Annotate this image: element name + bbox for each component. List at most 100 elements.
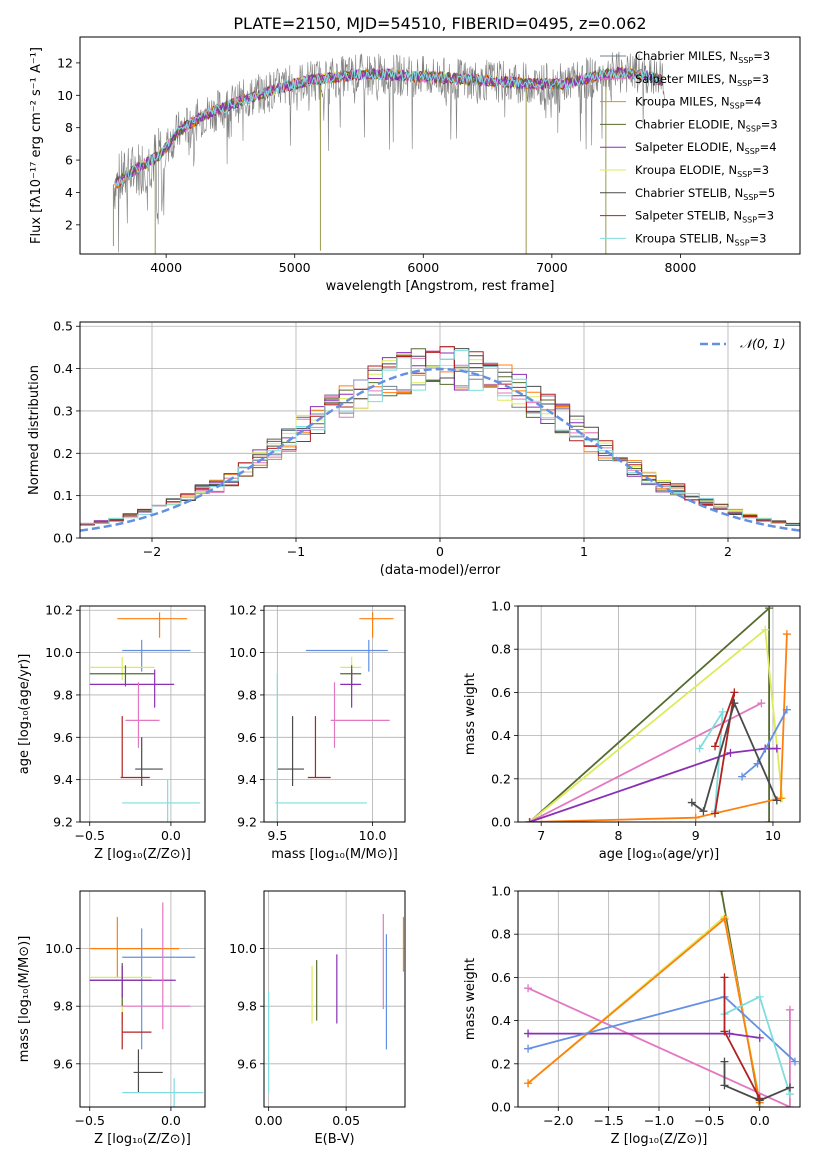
x-tick-label: −0.5 [75, 828, 105, 843]
y-tick-label: 10.0 [45, 941, 73, 956]
y-tick-label: 9.8 [53, 687, 73, 702]
weight-series [524, 891, 799, 1107]
axes-frame [263, 605, 406, 823]
x-tick-label: 7000 [536, 260, 568, 275]
weight-marker [790, 1057, 799, 1066]
axes-frame [79, 605, 206, 823]
y-tick-label: 9.4 [237, 772, 257, 787]
weight-marker [525, 818, 534, 822]
weight-marker [755, 1096, 764, 1105]
x-tick-label: 7 [537, 828, 545, 843]
errorbar-points [89, 612, 201, 822]
x-axis-label: Z [log₁₀(Z/Z⊙)] [94, 1132, 191, 1147]
x-axis-label: Z [log₁₀(Z/Z⊙)] [94, 847, 191, 862]
spectrum-panel: 4000 5000 6000 7000 8000 2 4 6 8 10 12 wavelength [… [29, 36, 801, 294]
x-tick-label: 4000 [150, 260, 182, 275]
observed-spectrum [113, 51, 665, 253]
normal-curve [80, 367, 800, 532]
x-tick-label: 0.05 [332, 1113, 360, 1128]
y-tick-label: 9.4 [53, 772, 73, 787]
metallicity-mass-panel: −0.5 0.0 9.6 9.8 10.0 Z [log₁₀(Z/Z⊙)] mass [lo… [17, 890, 206, 1147]
weight-marker [782, 705, 791, 714]
y-tick-label: 10.0 [45, 645, 73, 660]
y-tick-label: 9.2 [237, 815, 257, 830]
y-tick-label: 0.1 [53, 488, 73, 503]
weight-marker [720, 1027, 729, 1036]
weight-line [741, 709, 788, 778]
legend-label: Salpeter STELIB, NSSP=3 [635, 209, 774, 225]
y-tick-label: 0.0 [53, 531, 73, 546]
weight-marker [755, 1033, 764, 1042]
legend-value: =4 [760, 140, 777, 154]
weight-marker [738, 772, 747, 781]
weight-line [529, 702, 762, 822]
x-tick-label: −2 [143, 544, 161, 559]
y-tick-label: 9.8 [53, 999, 73, 1014]
weight-series [525, 606, 791, 822]
y-tick-label: 12 [57, 55, 73, 70]
weight-marker [772, 796, 781, 805]
errorbar-points [89, 902, 204, 1107]
model-spectrum [114, 67, 663, 183]
weight-marker [687, 798, 696, 807]
legend-subscript: SSP [745, 147, 760, 156]
weight-marker [524, 984, 533, 993]
axes-frame [79, 36, 801, 255]
weight-marker [720, 1081, 729, 1090]
y-tick-label: 10.0 [229, 941, 257, 956]
x-tick-label: −1 [287, 544, 305, 559]
legend-value: =5 [758, 186, 775, 200]
weight-marker [717, 891, 726, 895]
legend-label: 𝒩(0, 1) [740, 336, 786, 351]
legend-label: Chabrier MILES, NSSP=3 [635, 49, 770, 65]
weight-marker [711, 742, 720, 751]
weight-marker [782, 630, 791, 639]
y-axis-label: age [log₁₀(age/yr)] [17, 654, 32, 775]
x-tick-label: 8000 [665, 260, 697, 275]
x-axis-label: mass [log₁₀(M/M⊙)] [271, 847, 398, 862]
metallicity-age-panel: −0.5 0.0 9.2 9.4 9.6 9.8 10.0 10.2 Z [log₁₀(Z/Z⊙… [17, 603, 206, 862]
y-tick-label: 1.0 [491, 599, 511, 614]
weight-marker [691, 813, 700, 822]
y-axis-label: mass weight [463, 958, 478, 1040]
weight-marker [711, 809, 720, 818]
weight-marker [720, 915, 729, 924]
x-axis-label: wavelength [Angstrom, rest frame] [326, 279, 555, 294]
weight-line [527, 987, 791, 1107]
weight-marker [725, 1029, 734, 1038]
legend-value: =3 [753, 49, 770, 63]
model-spectrum [114, 67, 663, 185]
weight-marker [757, 699, 766, 708]
legend-value: =3 [752, 72, 769, 86]
weight-marker [695, 744, 704, 753]
legend-value: =3 [761, 117, 778, 131]
y-tick-label: 9.2 [53, 815, 73, 830]
y-tick-label: 8 [65, 120, 73, 135]
weight-line [691, 700, 778, 813]
legend-subscript: SSP [730, 102, 745, 111]
weight-marker [765, 606, 774, 613]
legend-label: Kroupa MILES, NSSP=4 [635, 95, 761, 111]
weight-marker [726, 748, 735, 757]
metallicity-mass-weight-panel: −2.0 −1.5 −1.0 −0.5 0.0 0.0 0.2 0.4 0.6 0.8 1.0 Z [… [463, 884, 801, 1147]
x-tick-label: 0.0 [750, 1113, 770, 1128]
weight-marker [524, 1079, 533, 1088]
mass-age-panel: 9.5 10.0 9.2 9.4 9.6 9.8 10.0 10.2 mass [log₁₀(M… [229, 603, 406, 862]
y-tick-label: 9.6 [53, 730, 73, 745]
weight-marker [785, 1005, 794, 1014]
y-axis-label: Flux [fλ10⁻¹⁷ erg cm⁻² s⁻¹ A⁻¹] [29, 47, 44, 244]
weight-marker [755, 992, 764, 1001]
weight-marker [720, 1057, 729, 1066]
spectrum-lines [112, 51, 665, 254]
y-tick-label: 1.0 [491, 884, 511, 899]
x-axis-label: Z [log₁₀(Z/Z⊙)] [611, 1132, 708, 1147]
y-tick-label: 0.0 [491, 1100, 511, 1115]
errorbar-points [275, 612, 394, 822]
histogram-series [80, 350, 800, 528]
x-axis-label: E(B-V) [314, 1132, 354, 1147]
y-tick-label: 0.0 [491, 815, 511, 830]
y-tick-label: 0.4 [53, 361, 73, 376]
y-tick-label: 0.6 [491, 685, 511, 700]
legend-label: Chabrier ELODIE, NSSP=3 [635, 117, 778, 133]
